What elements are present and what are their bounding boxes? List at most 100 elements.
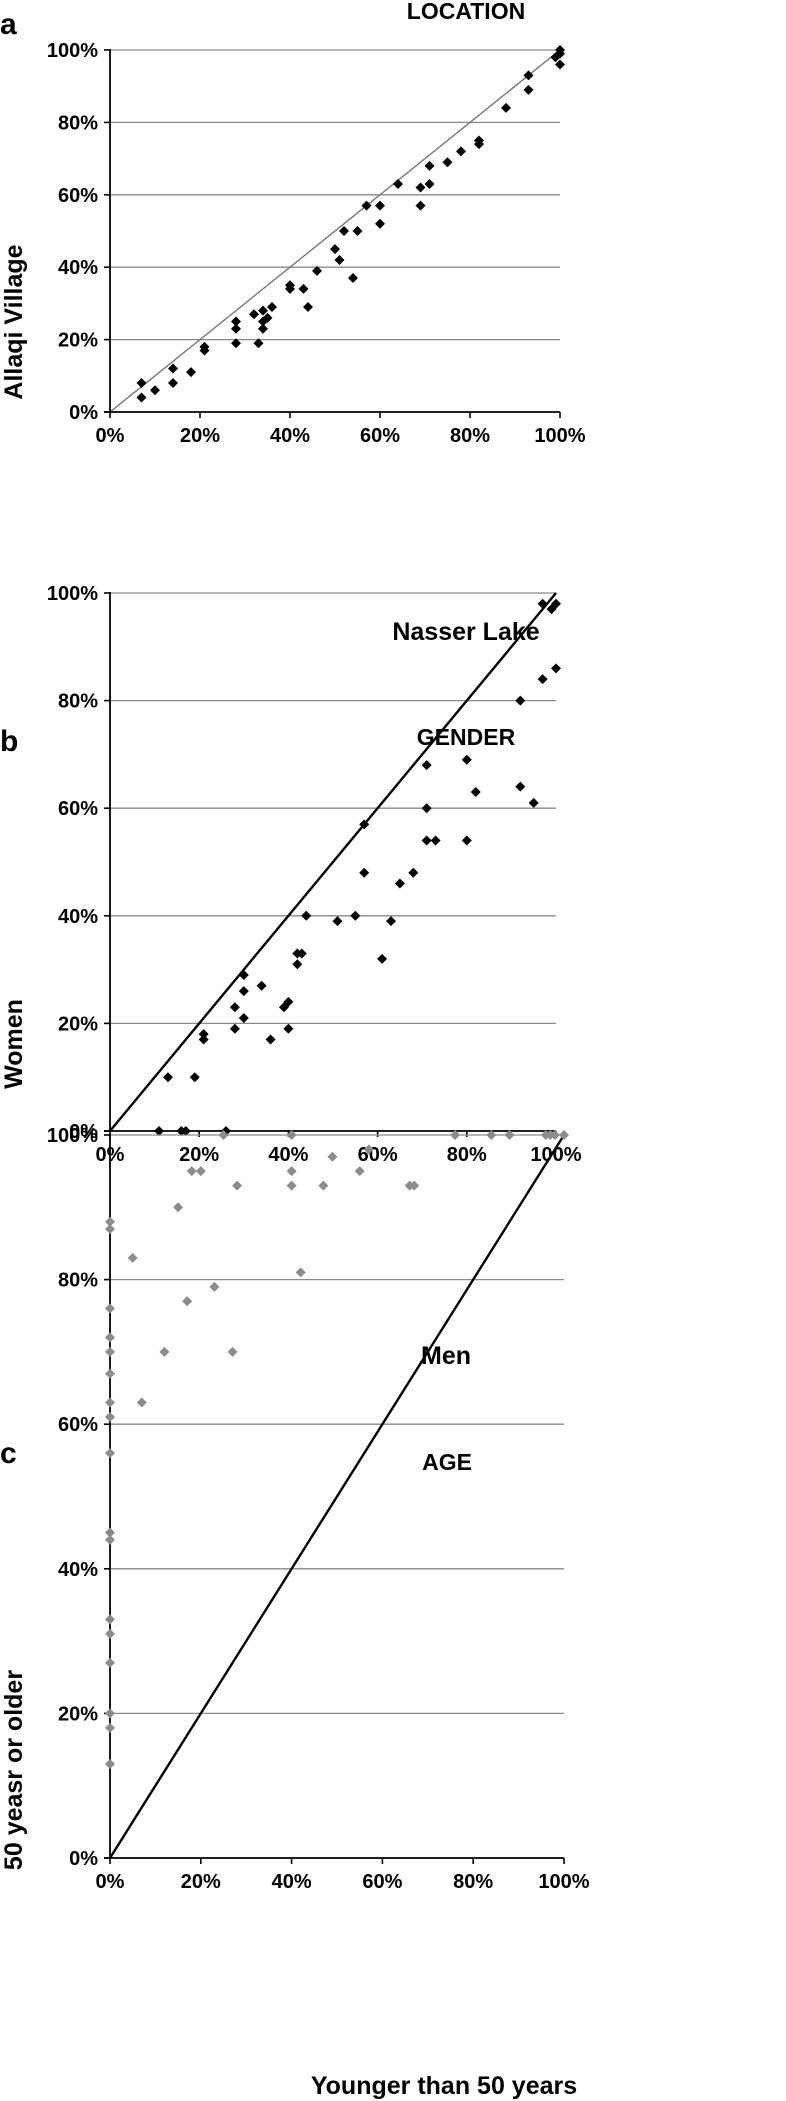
- chart-title-age: AGE: [422, 1449, 472, 1475]
- y-tick-label: 80%: [58, 691, 98, 713]
- x-tick-label: 0%: [96, 1871, 125, 1893]
- data-point: [359, 819, 370, 830]
- y-axis-label-women: Women: [0, 999, 28, 1089]
- data-point: [359, 867, 370, 878]
- data-point: [105, 1628, 115, 1639]
- data-point: [105, 1527, 115, 1538]
- axes: [104, 1134, 564, 1859]
- data-point: [332, 916, 343, 927]
- data-point: [292, 959, 303, 970]
- chart-title-location: LOCATION: [407, 0, 525, 24]
- data-point: [504, 1130, 515, 1140]
- x-tick-label: 0%: [96, 425, 125, 447]
- data-point: [415, 182, 426, 193]
- data-point: [348, 273, 358, 284]
- data-point: [301, 910, 312, 921]
- data-point: [334, 254, 345, 265]
- data-point: [180, 1126, 191, 1136]
- data-point: [105, 1614, 115, 1625]
- data-points: [105, 1130, 569, 1770]
- data-point: [318, 1180, 329, 1191]
- data-point: [559, 1130, 569, 1140]
- data-point: [168, 363, 178, 374]
- data-point: [551, 598, 561, 609]
- horizontal-gridlines: [110, 1134, 564, 1715]
- data-point: [537, 598, 548, 609]
- data-point: [286, 1166, 297, 1177]
- data-point: [461, 754, 472, 765]
- y-tick-label: 20%: [58, 1703, 98, 1725]
- data-point: [105, 1759, 115, 1770]
- panel-letter-b: b: [0, 725, 18, 758]
- data-point: [198, 1029, 209, 1040]
- data-point: [162, 1072, 173, 1083]
- data-point: [229, 1023, 240, 1034]
- data-point: [537, 674, 548, 685]
- data-point: [285, 283, 295, 294]
- y-tick-label: 100%: [47, 583, 98, 605]
- data-point: [195, 1166, 206, 1177]
- data-point: [339, 226, 349, 236]
- data-point: [286, 1130, 297, 1140]
- data-point: [470, 787, 481, 798]
- data-point: [238, 969, 249, 980]
- data-points: [154, 598, 561, 1136]
- data-point: [256, 980, 267, 991]
- data-point: [409, 1180, 420, 1191]
- panel-c: c AGE Younger than 50 years 50 yeasr or …: [0, 1125, 590, 2100]
- x-tick-label: 20%: [180, 425, 220, 447]
- x-tick-label: 80%: [453, 1871, 493, 1893]
- data-point: [105, 1657, 115, 1668]
- tick-labels: 0%20%40%60%80%100%0% 20% 40% 60% 80% 100%: [47, 1125, 590, 1893]
- data-point: [303, 302, 313, 313]
- panel-b: b GENDER Men Women 0%20%40%60%80%100%0% 2…: [0, 583, 582, 1370]
- tick-labels: 0%20%40%60%80%100%0% 20% 40% 60% 80% 100%: [47, 583, 582, 1166]
- x-tick-label: 80%: [447, 1144, 487, 1166]
- axes: [104, 49, 560, 413]
- data-point: [352, 226, 363, 236]
- data-point: [354, 1166, 365, 1177]
- data-point: [283, 996, 294, 1007]
- data-point: [218, 1130, 229, 1140]
- data-point: [298, 283, 309, 294]
- data-point: [231, 338, 241, 349]
- data-point: [528, 797, 539, 808]
- data-point: [283, 1023, 294, 1034]
- y-tick-label: 80%: [58, 1270, 98, 1292]
- data-point: [549, 1130, 560, 1140]
- data-point: [189, 1072, 200, 1083]
- x-tick-label: 60%: [362, 1871, 402, 1893]
- data-point: [238, 986, 249, 997]
- panel-letter-a: a: [0, 8, 17, 41]
- data-point: [232, 1180, 243, 1191]
- y-tick-label: 100%: [47, 40, 98, 62]
- data-point: [450, 1130, 461, 1140]
- data-point: [258, 323, 268, 334]
- y-axis-label-allaqi-village: Allaqi Village: [0, 244, 28, 399]
- data-point: [330, 244, 340, 255]
- reference-line-y-equals-x: [108, 1134, 566, 1859]
- y-tick-label: 100%: [47, 1125, 98, 1147]
- y-tick-label: 0%: [69, 1121, 98, 1143]
- axes: [104, 592, 556, 1132]
- data-point: [327, 1151, 338, 1162]
- x-axis-label-younger-than-50: Younger than 50 years: [311, 2072, 577, 2100]
- data-point: [415, 200, 426, 211]
- data-point: [394, 878, 405, 889]
- data-point: [168, 378, 178, 389]
- y-tick-label: 0%: [69, 1848, 98, 1870]
- data-point: [105, 1411, 115, 1422]
- data-point: [555, 48, 565, 59]
- data-points: [136, 45, 565, 403]
- data-point: [127, 1252, 138, 1263]
- data-point: [159, 1346, 170, 1357]
- data-point: [442, 157, 453, 168]
- reference-line-y-equals-x: [109, 49, 561, 413]
- y-tick-label: 20%: [58, 330, 98, 352]
- data-point: [421, 835, 432, 846]
- horizontal-gridlines: [110, 49, 560, 341]
- data-point: [231, 316, 241, 327]
- data-point: [105, 1708, 115, 1719]
- data-point: [231, 323, 241, 334]
- data-point: [286, 1180, 297, 1191]
